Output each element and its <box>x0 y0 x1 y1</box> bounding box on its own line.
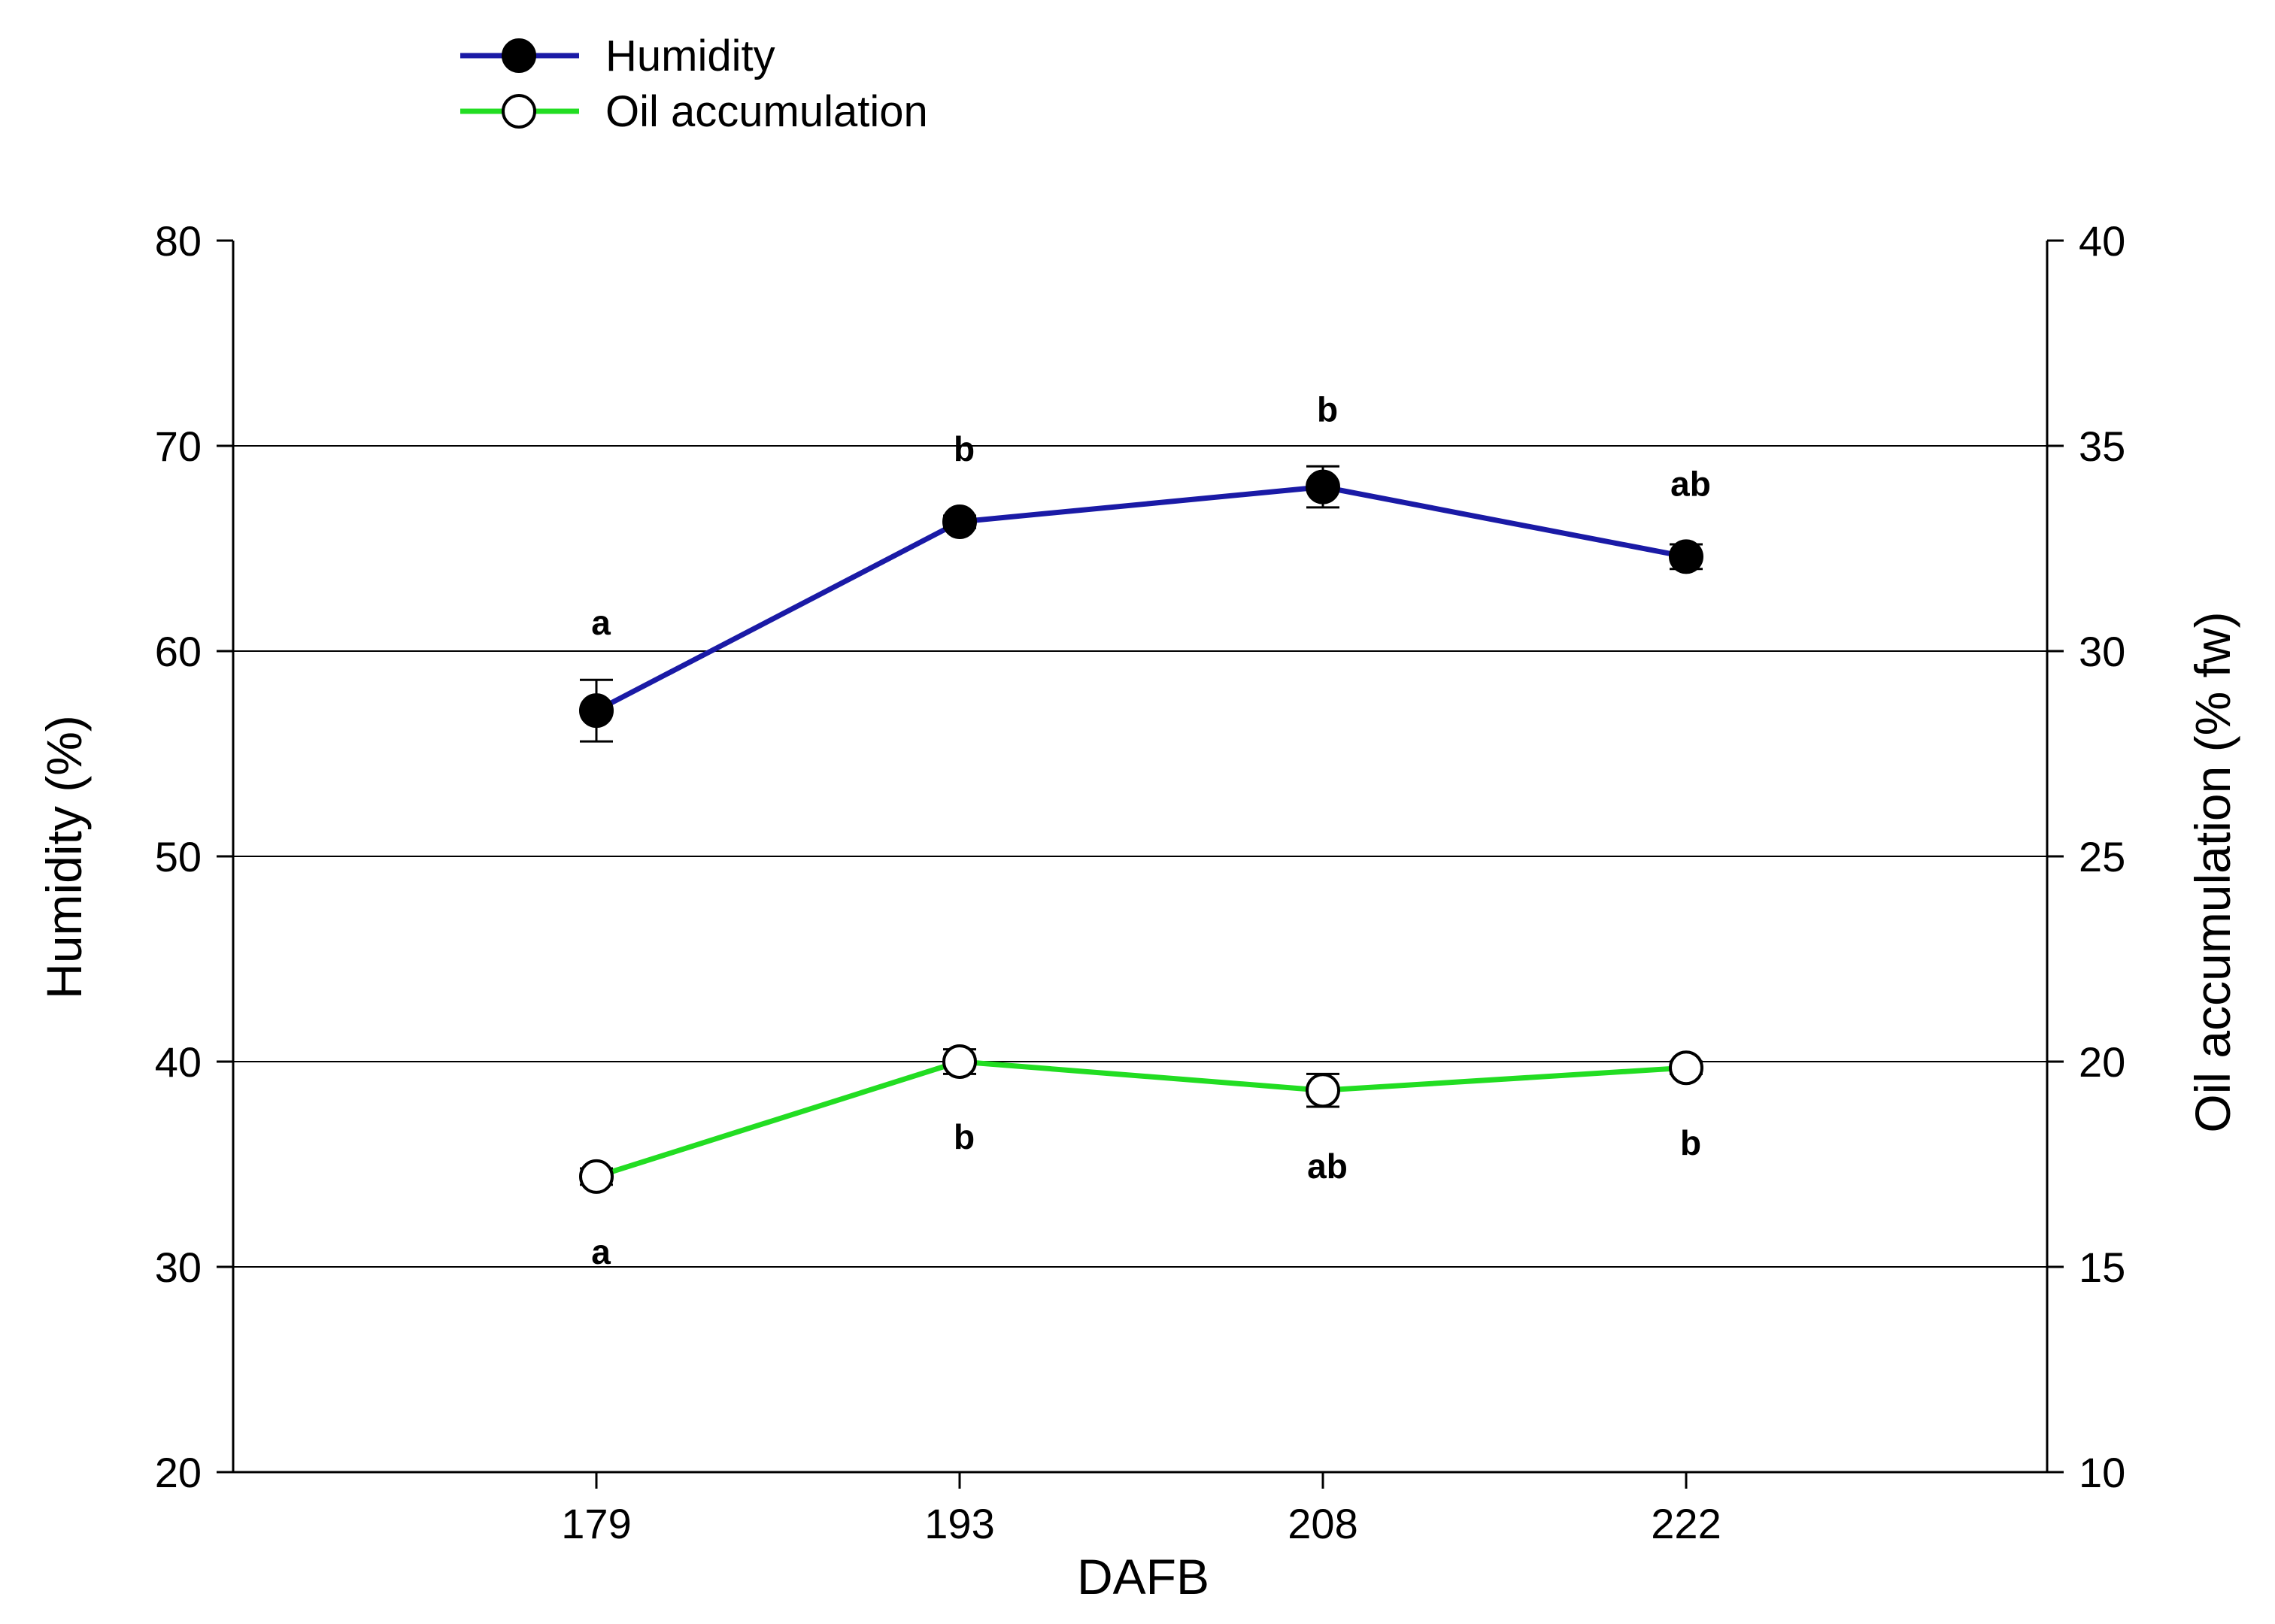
significance-label: ab <box>1307 1147 1348 1186</box>
data-point <box>1306 469 1340 504</box>
y2-tick-label: 20 <box>2079 1038 2125 1086</box>
x-tick-label: 179 <box>561 1500 631 1547</box>
data-point <box>942 504 977 540</box>
significance-label: b <box>1317 389 1338 429</box>
y-tick-label: 80 <box>155 217 202 265</box>
grid-layer <box>233 445 2047 1268</box>
legend-marker <box>502 94 536 129</box>
data-point <box>1306 1073 1340 1108</box>
y2-axis-title: Oil accumulation (% fw) <box>2185 611 2240 1132</box>
y2-tick-label: 30 <box>2079 628 2125 675</box>
y-axis-title: Humidity (%) <box>36 715 92 999</box>
data-point <box>579 1159 614 1194</box>
significance-label: ab <box>1670 464 1711 503</box>
y2-tick-label: 40 <box>2079 217 2125 265</box>
significance-label: a <box>591 1232 611 1271</box>
legend-label: Humidity <box>605 32 775 80</box>
significance-label: b <box>954 429 975 468</box>
y2-tick-label: 35 <box>2079 423 2125 470</box>
y-tick-label: 30 <box>155 1244 202 1291</box>
y-tick-label: 40 <box>155 1038 202 1086</box>
x-axis-title: DAFB <box>1077 1549 1209 1604</box>
y2-tick-label: 25 <box>2079 833 2125 880</box>
legend-entry: Oil accumulation <box>460 87 928 136</box>
x-tick-label: 193 <box>924 1500 994 1547</box>
x-tick-label: 222 <box>1651 1500 1721 1547</box>
y-tick-label: 60 <box>155 628 202 675</box>
y2-tick-label: 15 <box>2079 1244 2125 1291</box>
data-point <box>579 693 614 729</box>
significance-label: a <box>591 603 611 642</box>
y2-tick-label: 10 <box>2079 1449 2125 1496</box>
x-tick-label: 208 <box>1288 1500 1357 1547</box>
y-tick-label: 50 <box>155 833 202 880</box>
legend-marker <box>502 38 536 73</box>
series-line <box>595 1059 1687 1180</box>
legend: Humidity Oil accumulation <box>460 32 928 136</box>
significance-label: b <box>1680 1123 1701 1162</box>
y-tick-label: 20 <box>155 1449 202 1496</box>
legend-entry: Humidity <box>460 32 775 80</box>
data-point <box>1669 1050 1703 1086</box>
data-point <box>1669 539 1703 574</box>
axes-layer: 20 30 40 50 60 70 80 10 15 20 25 30 35 40 179 193 208 222 <box>155 217 2126 1547</box>
data-point <box>942 1044 977 1079</box>
y-tick-label: 70 <box>155 423 202 470</box>
series-line <box>595 484 1687 714</box>
significance-label: b <box>954 1117 975 1156</box>
legend-label: Oil accumulation <box>605 87 928 136</box>
